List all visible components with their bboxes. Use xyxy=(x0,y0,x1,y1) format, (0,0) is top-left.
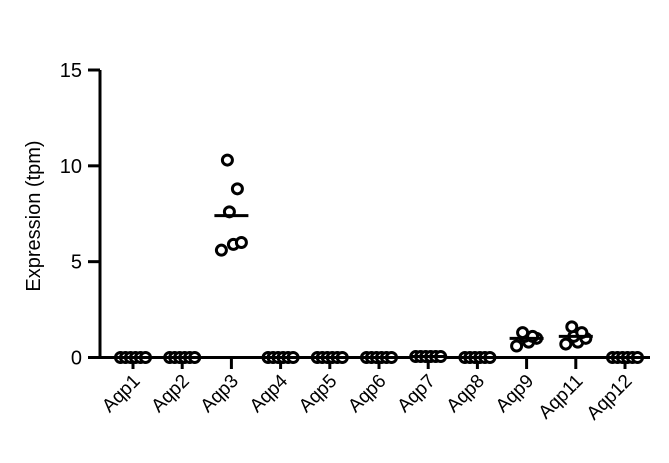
category-group-aqp11 xyxy=(558,320,593,351)
data-point xyxy=(234,236,248,249)
category-group-aqp12 xyxy=(606,351,644,364)
data-point xyxy=(214,243,228,257)
data-point xyxy=(559,337,573,351)
y-tick-label: 10 xyxy=(60,156,82,178)
data-marks xyxy=(114,153,644,364)
category-group-aqp4 xyxy=(261,351,300,364)
category-label: Aqp11 xyxy=(535,371,588,424)
category-group-aqp8 xyxy=(458,351,497,364)
category-group-aqp5 xyxy=(310,351,349,364)
category-label: Aqp1 xyxy=(98,371,144,417)
category-label: Aqp6 xyxy=(344,371,390,417)
category-label: Aqp2 xyxy=(148,371,194,417)
y-tick-label: 5 xyxy=(71,252,82,274)
category-label: Aqp5 xyxy=(295,371,341,417)
category-group-aqp3 xyxy=(214,153,249,257)
x-categories: Aqp1 Aqp2 Aqp3 Aqp4 Aqp5 Aqp6 Aqp7 Aqp8 Aqp9Aqp1… xyxy=(98,357,637,425)
category-label: Aqp12 xyxy=(583,371,637,425)
data-point xyxy=(220,153,234,167)
category-group-aqp9 xyxy=(509,326,544,353)
y-tick-label: 15 xyxy=(60,60,82,82)
category-label: Aqp3 xyxy=(197,371,243,417)
category-group-aqp2 xyxy=(163,351,202,364)
category-group-aqp6 xyxy=(360,351,398,364)
y-tick-label: 0 xyxy=(71,348,82,370)
category-label: Aqp7 xyxy=(394,371,440,417)
y-axis-title: Expression (tpm) xyxy=(23,140,45,291)
data-point xyxy=(230,182,244,196)
y-ticks: 0 5 10 15 xyxy=(60,60,100,370)
category-label: Aqp4 xyxy=(246,370,293,417)
data-point xyxy=(516,326,530,340)
category-label: Aqp8 xyxy=(443,371,489,417)
category-group-aqp7 xyxy=(409,350,448,364)
category-label: Aqp9 xyxy=(492,371,538,417)
category-group-aqp1 xyxy=(114,351,152,364)
data-point xyxy=(565,320,579,334)
data-point xyxy=(526,329,540,343)
data-point xyxy=(510,339,524,353)
